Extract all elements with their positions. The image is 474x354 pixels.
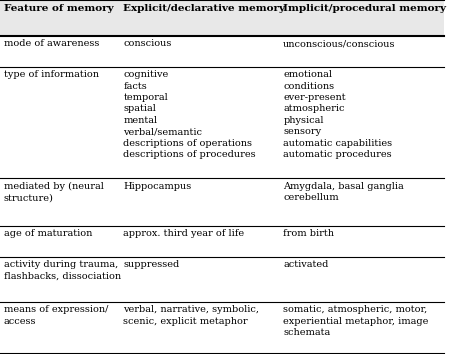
Text: from birth: from birth <box>283 229 334 238</box>
Text: cognitive
facts
temporal
spatial
mental
verbal/semantic
descriptions of operatio: cognitive facts temporal spatial mental … <box>123 70 256 159</box>
Text: Amygdala, basal ganglia
cerebellum: Amygdala, basal ganglia cerebellum <box>283 182 404 202</box>
Text: Feature of memory: Feature of memory <box>3 4 113 12</box>
Text: approx. third year of life: approx. third year of life <box>123 229 245 238</box>
Text: suppressed: suppressed <box>123 260 180 269</box>
Text: activity during trauma,
flashbacks, dissociation: activity during trauma, flashbacks, diss… <box>3 260 121 281</box>
Text: type of information: type of information <box>3 70 99 79</box>
Text: age of maturation: age of maturation <box>3 229 92 238</box>
Text: conscious: conscious <box>123 39 172 48</box>
Text: mode of awareness: mode of awareness <box>3 39 99 48</box>
Text: unconscious/conscious: unconscious/conscious <box>283 39 396 48</box>
Text: activated: activated <box>283 260 328 269</box>
Text: mediated by (neural
structure): mediated by (neural structure) <box>3 182 103 202</box>
Text: Explicit/declarative memory: Explicit/declarative memory <box>123 4 285 12</box>
Text: means of expression/
access: means of expression/ access <box>3 305 108 326</box>
Text: emotional
conditions
ever-present
atmospheric
physical
sensory
automatic capabil: emotional conditions ever-present atmosp… <box>283 70 392 159</box>
Text: Hippocampus: Hippocampus <box>123 182 191 191</box>
Text: Implicit/procedural memory: Implicit/procedural memory <box>283 4 446 12</box>
Text: somatic, atmospheric, motor,
experiential metaphor, image
schemata: somatic, atmospheric, motor, experientia… <box>283 305 428 337</box>
Text: verbal, narrative, symbolic,
scenic, explicit metaphor: verbal, narrative, symbolic, scenic, exp… <box>123 305 259 326</box>
Bar <box>0 0 444 36</box>
